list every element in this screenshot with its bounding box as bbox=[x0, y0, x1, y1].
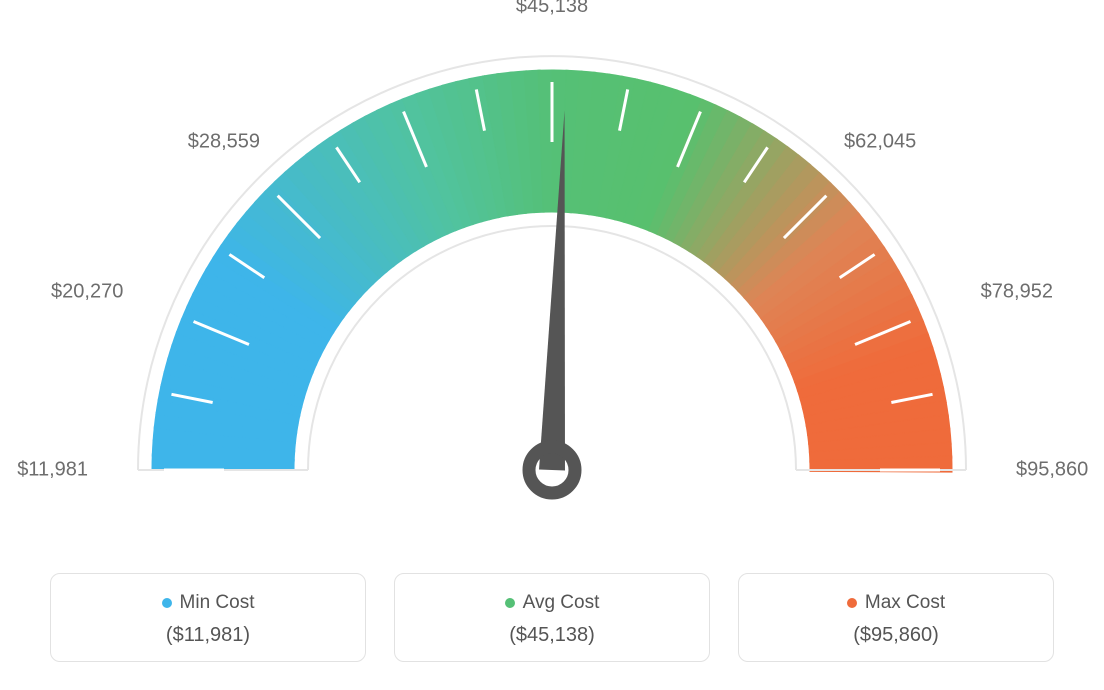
card-value: ($45,138) bbox=[405, 624, 699, 647]
card-value: ($11,981) bbox=[61, 624, 355, 647]
avg-cost-card: Avg Cost ($45,138) bbox=[394, 573, 710, 662]
dot-icon bbox=[847, 598, 857, 608]
card-value: ($95,860) bbox=[749, 624, 1043, 647]
scale-label: $62,045 bbox=[844, 130, 916, 153]
dot-icon bbox=[162, 598, 172, 608]
summary-cards: Min Cost ($11,981) Avg Cost ($45,138) Ma… bbox=[50, 573, 1054, 662]
scale-label: $95,860 bbox=[1016, 459, 1088, 482]
gauge-svg bbox=[0, 0, 1104, 540]
card-label: Min Cost bbox=[180, 592, 255, 614]
card-label: Max Cost bbox=[865, 592, 945, 614]
dot-icon bbox=[505, 598, 515, 608]
card-title: Max Cost bbox=[847, 592, 945, 614]
scale-label: $45,138 bbox=[516, 0, 588, 18]
card-label: Avg Cost bbox=[523, 592, 600, 614]
scale-label: $28,559 bbox=[188, 130, 260, 153]
scale-label: $11,981 bbox=[17, 459, 88, 482]
min-cost-card: Min Cost ($11,981) bbox=[50, 573, 366, 662]
scale-label: $20,270 bbox=[51, 281, 123, 304]
scale-label: $78,952 bbox=[981, 281, 1053, 304]
gauge-chart: $11,981 $20,270 $28,559 $45,138 $62,045 $78,9… bbox=[0, 0, 1104, 540]
max-cost-card: Max Cost ($95,860) bbox=[738, 573, 1054, 662]
card-title: Avg Cost bbox=[505, 592, 600, 614]
card-title: Min Cost bbox=[162, 592, 255, 614]
